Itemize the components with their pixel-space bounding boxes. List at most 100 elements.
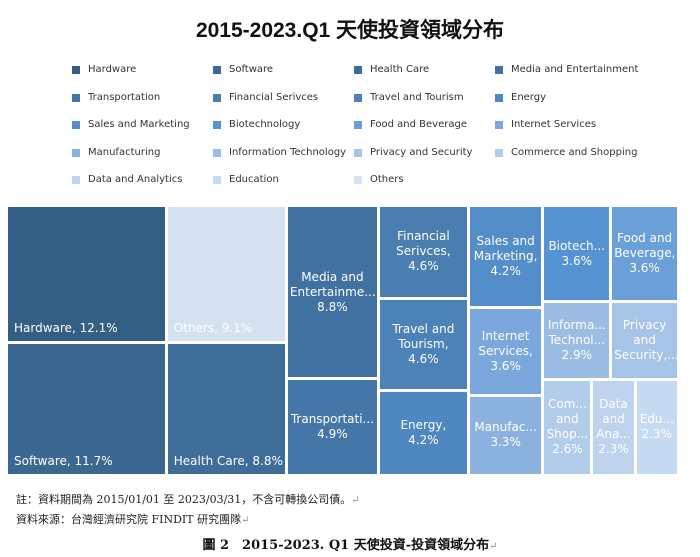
legend-item-sales-and-marketing: Sales and Marketing	[72, 119, 190, 130]
cell-label: Others, 9.1%	[173, 321, 253, 336]
legend-item-hardware: Hardware	[72, 64, 136, 75]
legend-item-financial-serivces: Financial Serivces	[213, 92, 318, 103]
legend-label: Information Technology	[229, 147, 347, 158]
cell-label: Transportati... 4.9%	[290, 412, 374, 442]
treemap-cell-education: Edu... 2.3%	[636, 380, 677, 474]
legend-swatch	[72, 93, 80, 102]
legend-label: Others	[370, 174, 404, 185]
legend-swatch	[495, 65, 503, 74]
cell-label: Financial Serivces, 4.6%	[396, 229, 451, 274]
treemap-cell-health-care: Health Care, 8.8%	[167, 344, 285, 474]
legend-item-health-care: Health Care	[354, 64, 429, 75]
legend-swatch	[72, 120, 80, 129]
legend-label: Biotechnology	[229, 119, 301, 130]
treemap-plot: Hardware, 12.1% Software, 11.7% Others, 9.…	[8, 207, 680, 477]
paragraph-mark: ↵	[351, 495, 360, 506]
legend-label: Energy	[511, 92, 547, 103]
treemap-cell-financial-serivces: Financial Serivces, 4.6%	[379, 207, 467, 297]
cell-label: Sales and Marketing, 4.2%	[473, 234, 538, 279]
legend-swatch	[495, 120, 503, 129]
treemap-cell-energy: Energy, 4.2%	[379, 392, 467, 474]
legend-item-information-technology: Information Technology	[213, 147, 346, 158]
legend-swatch	[213, 65, 221, 74]
treemap-cell-sales-and-marketing: Sales and Marketing, 4.2%	[469, 207, 542, 307]
legend-swatch	[354, 65, 362, 74]
treemap-cell-others: Others, 9.1%	[167, 207, 285, 342]
paragraph-mark: ↵	[489, 541, 498, 552]
cell-label: Energy, 4.2%	[400, 418, 447, 448]
legend-item-food-and-beverage: Food and Beverage	[354, 119, 467, 130]
legend-swatch	[213, 175, 221, 184]
treemap-cell-biotechnology: Biotech... 3.6%	[544, 207, 610, 301]
cell-label: Food and Beverage, 3.6%	[614, 231, 676, 276]
cell-label: Data and Ana... 2.3%	[596, 397, 631, 457]
cell-label: Travel and Tourism, 4.6%	[392, 322, 455, 366]
cell-label: Privacy and Security,...	[614, 317, 677, 362]
legend-item-internet-services: Internet Services	[495, 119, 596, 130]
treemap-cell-internet-services: Internet Services, 3.6%	[469, 309, 542, 394]
legend-label: Internet Services	[511, 119, 597, 130]
legend-label: Education	[229, 174, 279, 185]
footnote: 註：資料期間為 2015/01/01 至 2023/03/31，不含可轉換公司債…	[16, 491, 360, 507]
legend-label: Hardware	[88, 64, 137, 75]
figure-caption: 圖 2 2015-2023. Q1 天使投資-投資領域分布↵	[0, 534, 700, 553]
treemap-cell-commerce-and-shopping: Com... and Shop... 2.6%	[544, 380, 591, 474]
cell-label: Edu... 2.3%	[639, 412, 674, 442]
treemap-cell-hardware: Hardware, 12.1%	[8, 207, 165, 342]
legend-label: Software	[229, 64, 274, 75]
source-text: 資料來源：台灣經濟研究院 FINDIT 研究團隊	[16, 513, 242, 526]
legend-label: Health Care	[370, 64, 430, 75]
legend-swatch	[354, 93, 362, 102]
legend-item-others: Others	[354, 174, 404, 185]
legend-swatch	[213, 93, 221, 102]
legend-swatch	[72, 65, 80, 74]
cell-label: Health Care, 8.8%	[173, 453, 283, 468]
legend-label: Financial Serivces	[229, 92, 319, 103]
legend-label: Data and Analytics	[88, 174, 183, 185]
legend-swatch	[495, 93, 503, 102]
chart-title: 2015-2023.Q1 天使投資領域分布	[195, 19, 505, 42]
caption-text: 圖 2 2015-2023. Q1 天使投資-投資領域分布	[202, 538, 490, 553]
treemap-cell-media-and-entertainment: Media and Entertainme... 8.8%	[287, 207, 377, 378]
footnote-text: 註：資料期間為 2015/01/01 至 2023/03/31，不含可轉換公司債…	[16, 493, 352, 506]
legend-swatch	[72, 148, 80, 157]
treemap-cell-privacy-and-security: Privacy and Security,...	[612, 303, 677, 378]
legend-swatch	[354, 148, 362, 157]
legend-label: Privacy and Security	[370, 147, 473, 158]
treemap-cell-transportation: Transportati... 4.9%	[287, 380, 377, 474]
paragraph-mark: ↵	[241, 515, 250, 526]
legend-label: Media and Entertainment	[511, 64, 639, 75]
cell-label: Media and Entertainme... 8.8%	[289, 269, 376, 314]
legend-item-transportation: Transportation	[72, 92, 160, 103]
legend-swatch	[72, 175, 80, 184]
legend-label: Sales and Marketing	[88, 119, 190, 130]
treemap-cell-information-technology: Informa... Technol... 2.9%	[544, 303, 610, 378]
legend-label: Food and Beverage	[370, 119, 467, 130]
legend-item-commerce-and-shopping: Commerce and Shopping	[495, 147, 637, 158]
treemap-cell-food-and-beverage: Food and Beverage, 3.6%	[612, 207, 677, 301]
legend-item-software: Software	[213, 64, 273, 75]
legend-label: Manufacturing	[88, 147, 161, 158]
cell-label: Manufac... 3.3%	[474, 420, 537, 450]
treemap-cell-travel-and-tourism: Travel and Tourism, 4.6%	[379, 299, 467, 390]
legend-item-privacy-and-security: Privacy and Security	[354, 147, 472, 158]
chart-legend: Hardware Software Health Care Media and Ent…	[72, 64, 692, 194]
legend-label: Travel and Tourism	[370, 92, 464, 103]
legend-label: Commerce and Shopping	[511, 147, 638, 158]
cell-label: Informa... Technol... 2.9%	[547, 317, 606, 362]
legend-item-media-and-entertainment: Media and Entertainment	[495, 64, 638, 75]
cell-label: Internet Services, 3.6%	[478, 328, 533, 373]
legend-item-energy: Energy	[495, 92, 546, 103]
legend-label: Transportation	[88, 92, 161, 103]
legend-item-manufacturing: Manufacturing	[72, 147, 160, 158]
legend-swatch	[354, 120, 362, 129]
legend-item-data-and-analytics: Data and Analytics	[72, 174, 182, 185]
legend-swatch	[213, 148, 221, 157]
cell-label: Biotech... 3.6%	[548, 238, 606, 268]
treemap-cell-data-and-analytics: Data and Ana... 2.3%	[593, 380, 634, 474]
source-line: 資料來源：台灣經濟研究院 FINDIT 研究團隊↵	[16, 511, 250, 527]
cell-label: Software, 11.7%	[14, 453, 113, 468]
legend-item-travel-and-tourism: Travel and Tourism	[354, 92, 464, 103]
treemap-cell-software: Software, 11.7%	[8, 344, 165, 474]
legend-swatch	[213, 120, 221, 129]
